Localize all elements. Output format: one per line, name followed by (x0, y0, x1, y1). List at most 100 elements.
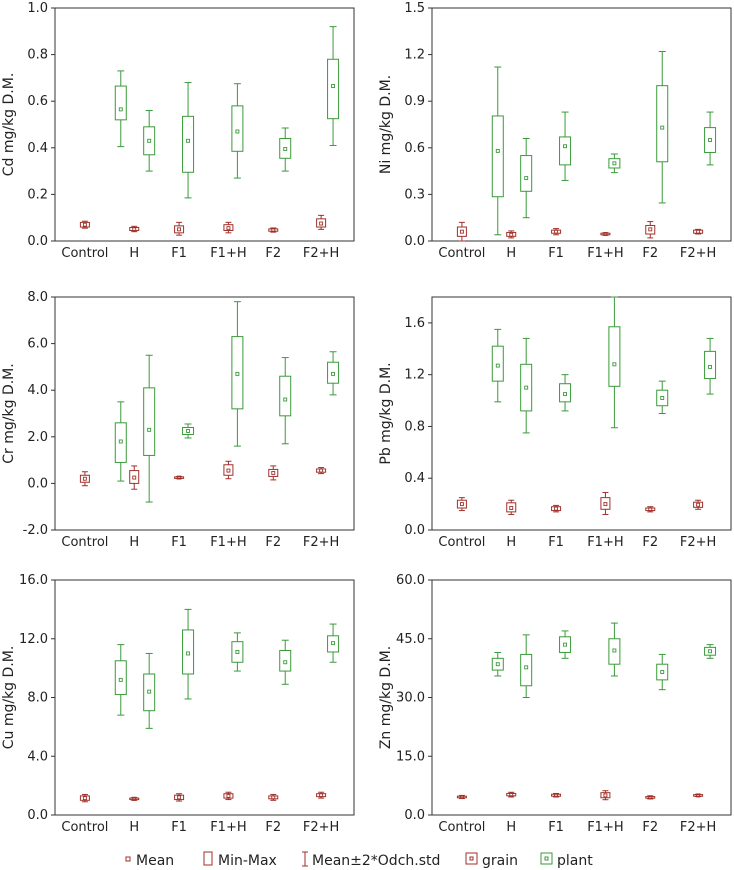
legend-plant-marker (540, 852, 553, 865)
y-tick-label: 4.0 (27, 383, 48, 398)
mean-marker (226, 226, 231, 231)
mean-marker (271, 228, 276, 232)
plant-box-F1 (182, 423, 195, 439)
plant-box-F2+H (327, 26, 340, 146)
mean-marker (459, 795, 464, 799)
mean-marker (563, 392, 568, 397)
minmax-box (231, 105, 244, 152)
grain-box-F1+H (600, 790, 611, 801)
minmax-box (645, 796, 656, 799)
mean-marker (118, 439, 123, 444)
plot-frame (431, 7, 732, 242)
minmax-box (600, 497, 611, 510)
x-tick-label: F2 (642, 535, 658, 550)
x-tick-label: F1 (548, 246, 564, 261)
grain-box-F2 (645, 795, 656, 800)
mean-marker (603, 502, 608, 507)
grain-box-F2+H (316, 214, 327, 230)
grain-box-F1+H (223, 791, 234, 801)
x-tick-label: F2 (265, 820, 281, 835)
minmax-box (174, 225, 185, 234)
minmax-box (520, 363, 533, 412)
y-tick-label: 1.5 (404, 1, 425, 16)
mean-marker (696, 229, 701, 234)
mean-marker (331, 641, 336, 646)
mean-marker (271, 470, 276, 475)
mean-marker (524, 665, 529, 670)
mean-marker (186, 138, 191, 143)
mean-marker (563, 144, 568, 149)
mean-marker (132, 796, 137, 801)
y-tick-label: 0.0 (404, 523, 425, 538)
x-tick-label: Control (438, 246, 485, 261)
y-tick-label: 2.0 (27, 430, 48, 445)
plant-box-F2 (656, 50, 669, 204)
plant-box-Control (114, 644, 127, 716)
grain-box-Control (456, 221, 467, 242)
mean-marker (331, 84, 336, 89)
grain-box-H (129, 225, 140, 233)
minmax-box (79, 474, 90, 483)
legend-plant-label: plant (557, 853, 593, 869)
plot-frame (431, 579, 732, 816)
plant-box-F1 (182, 608, 195, 700)
grain-box-F2 (268, 465, 279, 481)
minmax-box (506, 792, 517, 797)
plant-box-F2+H (704, 337, 717, 395)
minmax-box (316, 218, 327, 228)
x-tick-label: Control (61, 820, 108, 835)
mean-marker (82, 796, 87, 801)
mean-marker (186, 651, 191, 656)
x-tick-label: F1+H (587, 820, 623, 835)
x-tick-label: H (129, 820, 139, 835)
minmax-box (645, 224, 656, 235)
y-tick-label: 1.2 (404, 368, 425, 383)
minmax-box (174, 476, 185, 479)
mean-marker (524, 385, 529, 390)
mean-marker (648, 227, 653, 232)
mean-marker (177, 227, 182, 232)
grain-box-H (506, 791, 517, 798)
mean-marker (82, 476, 87, 481)
plant-box-F1 (559, 630, 572, 659)
minmax-box (114, 85, 127, 121)
plant-box-H (143, 110, 156, 172)
mean-marker (319, 793, 324, 798)
grain-box-F1 (551, 228, 562, 236)
x-tick-label: Control (438, 535, 485, 550)
chart-panel-3: -2.0 0.0 2.0 4.0 6.0 8.0 Cr mg/kg D.M. Control H… (1, 290, 355, 550)
x-tick-label: F2 (642, 820, 658, 835)
x-tick-label: Control (438, 820, 485, 835)
minmax-box (559, 636, 572, 653)
grain-box-F1+H (223, 221, 234, 234)
plant-box-F1 (559, 111, 572, 181)
grain-box-F2 (268, 793, 279, 801)
minmax-box (143, 673, 156, 712)
x-tick-label: F2 (265, 535, 281, 550)
grain-box-F2+H (316, 467, 327, 475)
plant-box-F1+H (231, 632, 244, 672)
minmax-box (600, 232, 611, 236)
y-tick-label: 0.0 (27, 234, 48, 249)
grain-box-Control (79, 220, 90, 229)
x-tick-label: F2+H (303, 535, 339, 550)
chart-panel-1: 0.0 0.2 0.4 0.6 0.8 1.0 Cd mg/kg D.M. Control H F… (1, 1, 355, 261)
minmax-box (268, 468, 279, 477)
x-tick-label: H (506, 820, 516, 835)
mean-marker (226, 793, 231, 798)
plant-box-F2+H (704, 111, 717, 166)
legend: Mean Min-Max Mean±2*Odch.std grain plant (125, 851, 593, 869)
chart-panel-6: 0.0 15.0 30.0 45.0 60.0 Zn mg/kg D.M. Control H… (378, 573, 732, 835)
grain-box-F1+H (600, 232, 611, 236)
y-tick-label: 0.0 (27, 476, 48, 491)
mean-marker (177, 795, 182, 800)
y-tick-label: 0.2 (27, 187, 48, 202)
mean-marker (509, 232, 514, 237)
y-tick-label: 4.0 (27, 749, 48, 764)
mean-marker (177, 475, 182, 480)
minmax-box (608, 326, 621, 387)
minmax-box (114, 660, 127, 696)
grain-box-F1+H (223, 460, 234, 480)
y-tick-label: 0.0 (404, 808, 425, 823)
